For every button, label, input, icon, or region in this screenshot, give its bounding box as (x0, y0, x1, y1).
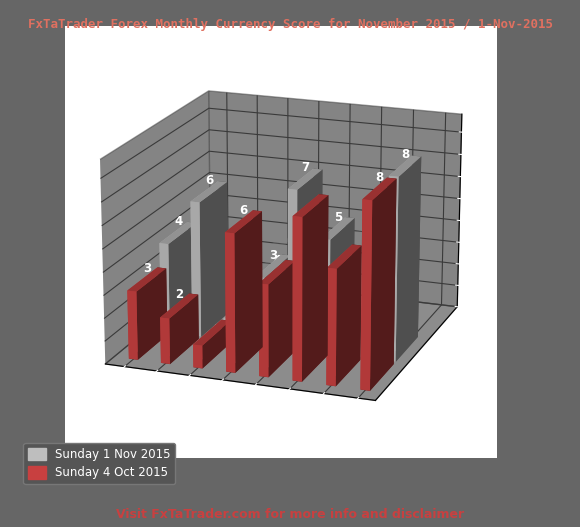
Text: FxTaTrader Forex Monthly Currency Score for November 2015 / 1-Nov-2015: FxTaTrader Forex Monthly Currency Score … (27, 18, 553, 32)
Text: FxTaTrader: FxTaTrader (195, 212, 385, 289)
Legend: Sunday 1 Nov 2015, Sunday 4 Oct 2015: Sunday 1 Nov 2015, Sunday 4 Oct 2015 (23, 443, 175, 484)
Text: Visit FxTaTrader.com for more info and disclaimer: Visit FxTaTrader.com for more info and d… (116, 508, 464, 521)
